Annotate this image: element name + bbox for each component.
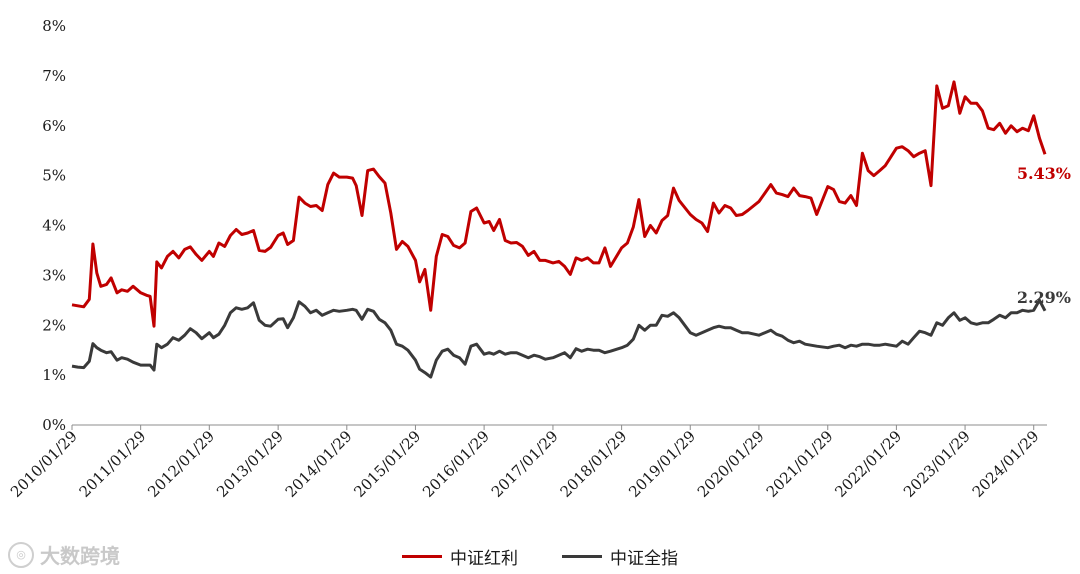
x-tick-label: 2014/01/29	[282, 427, 356, 501]
y-tick-label: 3%	[42, 266, 66, 284]
x-tick-label: 2010/01/29	[7, 427, 81, 501]
legend-item-all-share: 中证全指	[562, 544, 678, 569]
series-line-1	[71, 298, 1047, 379]
line-chart: 0%1%2%3%4%5%6%7%8% 2010/01/292011/01/292…	[7, 17, 1071, 501]
legend-swatch-dividend	[402, 555, 442, 558]
series-line-0	[71, 80, 1047, 328]
y-tick-label: 8%	[42, 17, 66, 35]
legend: 中证红利 中证全指	[0, 544, 1080, 569]
y-axis: 0% 1% 2% 3% 4% 5% 6% 7% 8%	[42, 17, 66, 434]
y-tick-label: 2%	[42, 316, 66, 334]
x-tick-label: 2022/01/29	[831, 427, 905, 501]
y-tick-label: 1%	[42, 366, 66, 384]
watermark-text: 大数跨境	[40, 544, 120, 568]
x-tick-label: 2021/01/29	[763, 427, 837, 501]
series-end-label-0: 5.43%	[1017, 164, 1071, 183]
x-tick-label: 2013/01/29	[213, 427, 287, 501]
x-tick-label: 2016/01/29	[419, 427, 493, 501]
y-tick-label: 0%	[42, 416, 66, 434]
x-tick-label: 2019/01/29	[625, 427, 699, 501]
y-tick-label: 6%	[42, 117, 66, 135]
watermark: ◎ 大数跨境	[8, 540, 120, 569]
x-axis: 2010/01/292011/01/292012/01/292013/01/29…	[7, 425, 1043, 501]
x-tick-label: 2015/01/29	[350, 427, 424, 501]
legend-label-all-share: 中证全指	[610, 549, 678, 569]
legend-item-dividend: 中证红利	[402, 544, 518, 569]
x-tick-label: 2011/01/29	[76, 427, 150, 501]
legend-label-dividend: 中证红利	[450, 549, 518, 569]
y-tick-label: 7%	[42, 67, 66, 85]
x-tick-label: 2020/01/29	[694, 427, 768, 501]
end-labels: 5.43% 2.29%	[1017, 164, 1071, 307]
y-tick-label: 5%	[42, 167, 66, 185]
y-tick-label: 4%	[42, 217, 66, 235]
x-tick-label: 2018/01/29	[557, 427, 631, 501]
series-layer	[71, 80, 1047, 379]
series-end-label-1: 2.29%	[1017, 288, 1071, 307]
x-tick-label: 2017/01/29	[488, 427, 562, 501]
legend-swatch-all-share	[562, 555, 602, 558]
x-tick-label: 2024/01/29	[969, 427, 1043, 501]
x-tick-label: 2023/01/29	[900, 427, 974, 501]
x-tick-label: 2012/01/29	[144, 427, 218, 501]
brand-logo-icon: ◎	[8, 541, 34, 568]
